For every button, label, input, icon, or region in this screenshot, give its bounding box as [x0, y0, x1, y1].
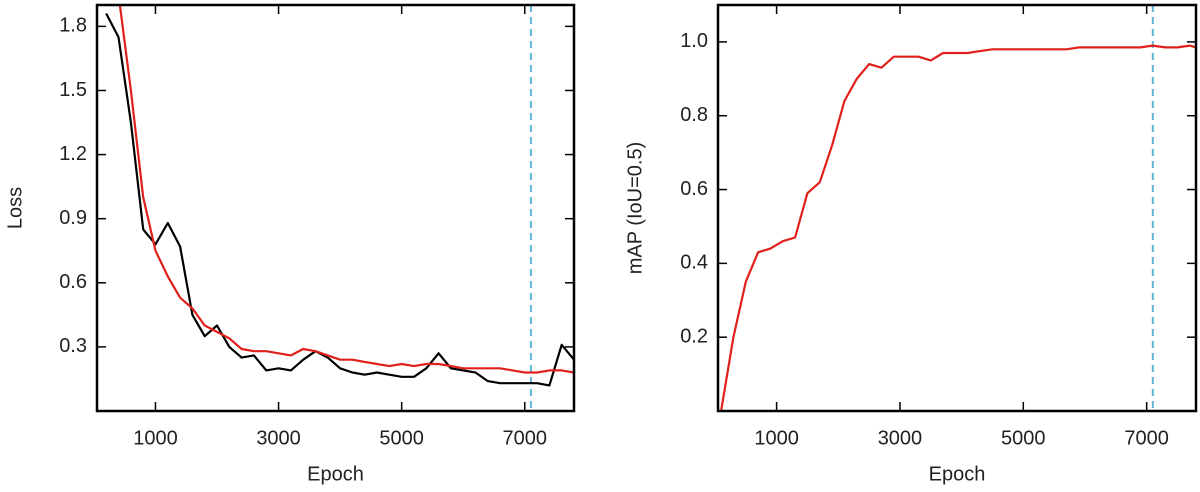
plot-area	[105, 5, 574, 411]
y-tick-label: 0.9	[59, 207, 87, 229]
x-tick-label: 3000	[256, 427, 301, 449]
x-tick-label: 5000	[1001, 427, 1046, 449]
x-axis-label: Epoch	[307, 463, 364, 485]
y-tick-label: 0.6	[680, 178, 708, 200]
y-tick-label: 1.0	[680, 30, 708, 52]
y-axis-label: mAP (IoU=0.5)	[624, 142, 646, 274]
y-tick-label: 1.2	[59, 143, 87, 165]
line-series	[118, 5, 574, 374]
y-tick-label: 0.6	[59, 271, 87, 293]
y-tick-label: 0.2	[680, 325, 708, 347]
y-tick-label: 1.5	[59, 79, 87, 101]
x-tick-label: 1000	[754, 427, 799, 449]
x-tick-label: 7000	[1124, 427, 1169, 449]
x-tick-label: 1000	[133, 427, 178, 449]
line-series	[720, 44, 1196, 411]
line-series	[105, 12, 574, 387]
x-tick-label: 5000	[379, 427, 424, 449]
plot-area	[720, 5, 1196, 411]
subplot: 1000 3000 5000 7000 0.2 0.4 0.6 0.8 1.0 Epoch mAP …	[624, 3, 1198, 485]
y-tick-label: 0.4	[680, 252, 708, 274]
x-tick-label: 7000	[503, 427, 548, 449]
x-tick-label: 3000	[878, 427, 923, 449]
y-tick-label: 0.3	[59, 335, 87, 357]
x-axis-label: Epoch	[929, 463, 986, 485]
subplot: 1000 3000 5000 7000 0.3 0.6 0.9 1.2 1.5 1.8 Epoch L…	[4, 3, 576, 485]
y-tick-label: 1.8	[59, 15, 87, 37]
plot-frame	[716, 3, 1198, 413]
y-axis-label: Loss	[4, 187, 26, 229]
plot-frame	[95, 3, 576, 413]
y-tick-label: 0.8	[680, 104, 708, 126]
